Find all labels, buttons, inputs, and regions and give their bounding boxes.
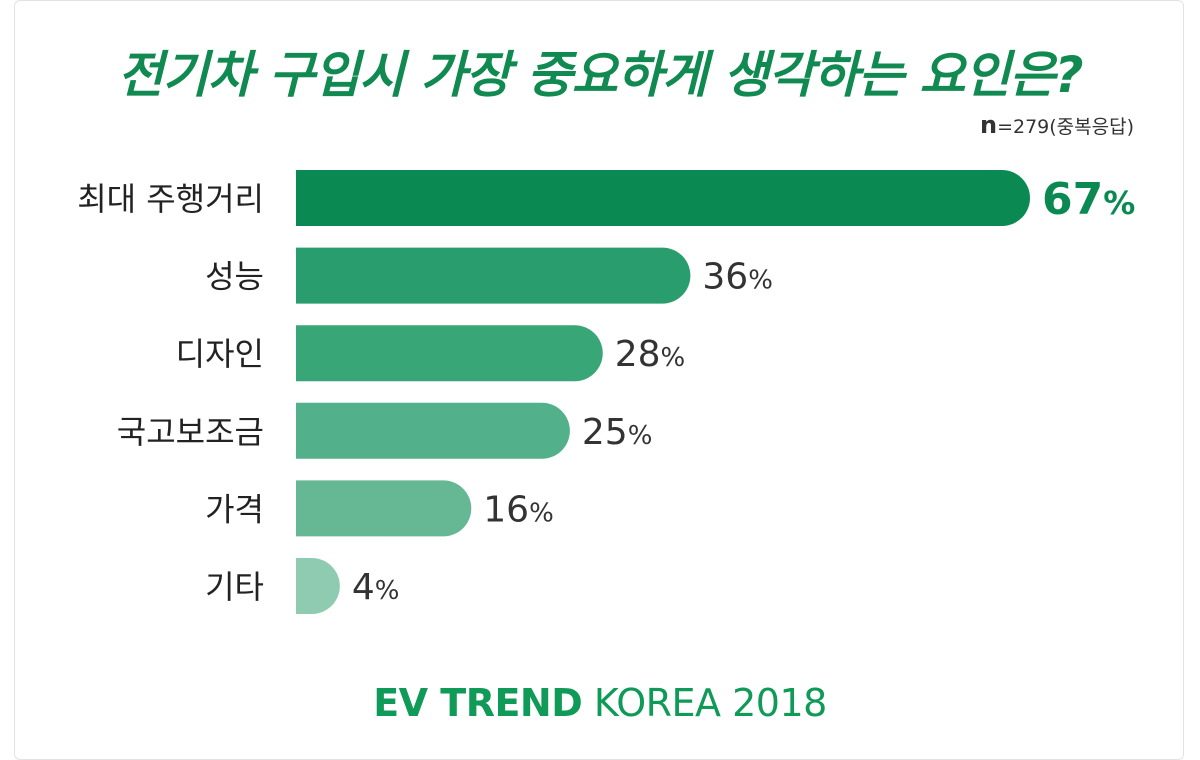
footer-brand: EV TREND KOREA 2018 [0, 678, 1200, 728]
sample-size-note: n=279(중복응답) [980, 112, 1134, 140]
chart-title: 전기차 구입시 가장 중요하게 생각하는 요인은? [117, 46, 1083, 104]
category-label: 디자인 [176, 335, 264, 373]
bar-5 [296, 480, 472, 537]
category-label: 국고보조금 [117, 413, 264, 451]
category-label: 성능 [205, 258, 264, 296]
bar-chart: 최대 주행거리 67% 성능 36% 디자인 28% 국고보조금 25% 가격 16% 기타 4% [77, 170, 1135, 614]
bar-3 [296, 325, 603, 382]
category-label: 가격 [205, 490, 264, 528]
value-label: 67% [1042, 174, 1135, 225]
bar-1 [296, 170, 1030, 226]
footer-brand-rest: KOREA 2018 [582, 681, 827, 725]
value-label: 4% [352, 567, 400, 608]
bar-4 [296, 402, 570, 459]
sample-n-value: =279(중복응답) [997, 116, 1134, 138]
footer-brand-strong: EV TREND [373, 681, 583, 725]
value-label: 36% [702, 257, 773, 298]
bar-6 [296, 558, 340, 614]
category-label: 기타 [205, 568, 264, 606]
card-frame [14, 0, 1184, 760]
category-label: 최대 주행거리 [77, 180, 264, 218]
value-label: 16% [483, 489, 554, 530]
bar-2 [296, 247, 691, 304]
sample-n-letter: n [979, 111, 998, 139]
value-label: 28% [615, 334, 686, 375]
value-label: 25% [582, 412, 653, 453]
